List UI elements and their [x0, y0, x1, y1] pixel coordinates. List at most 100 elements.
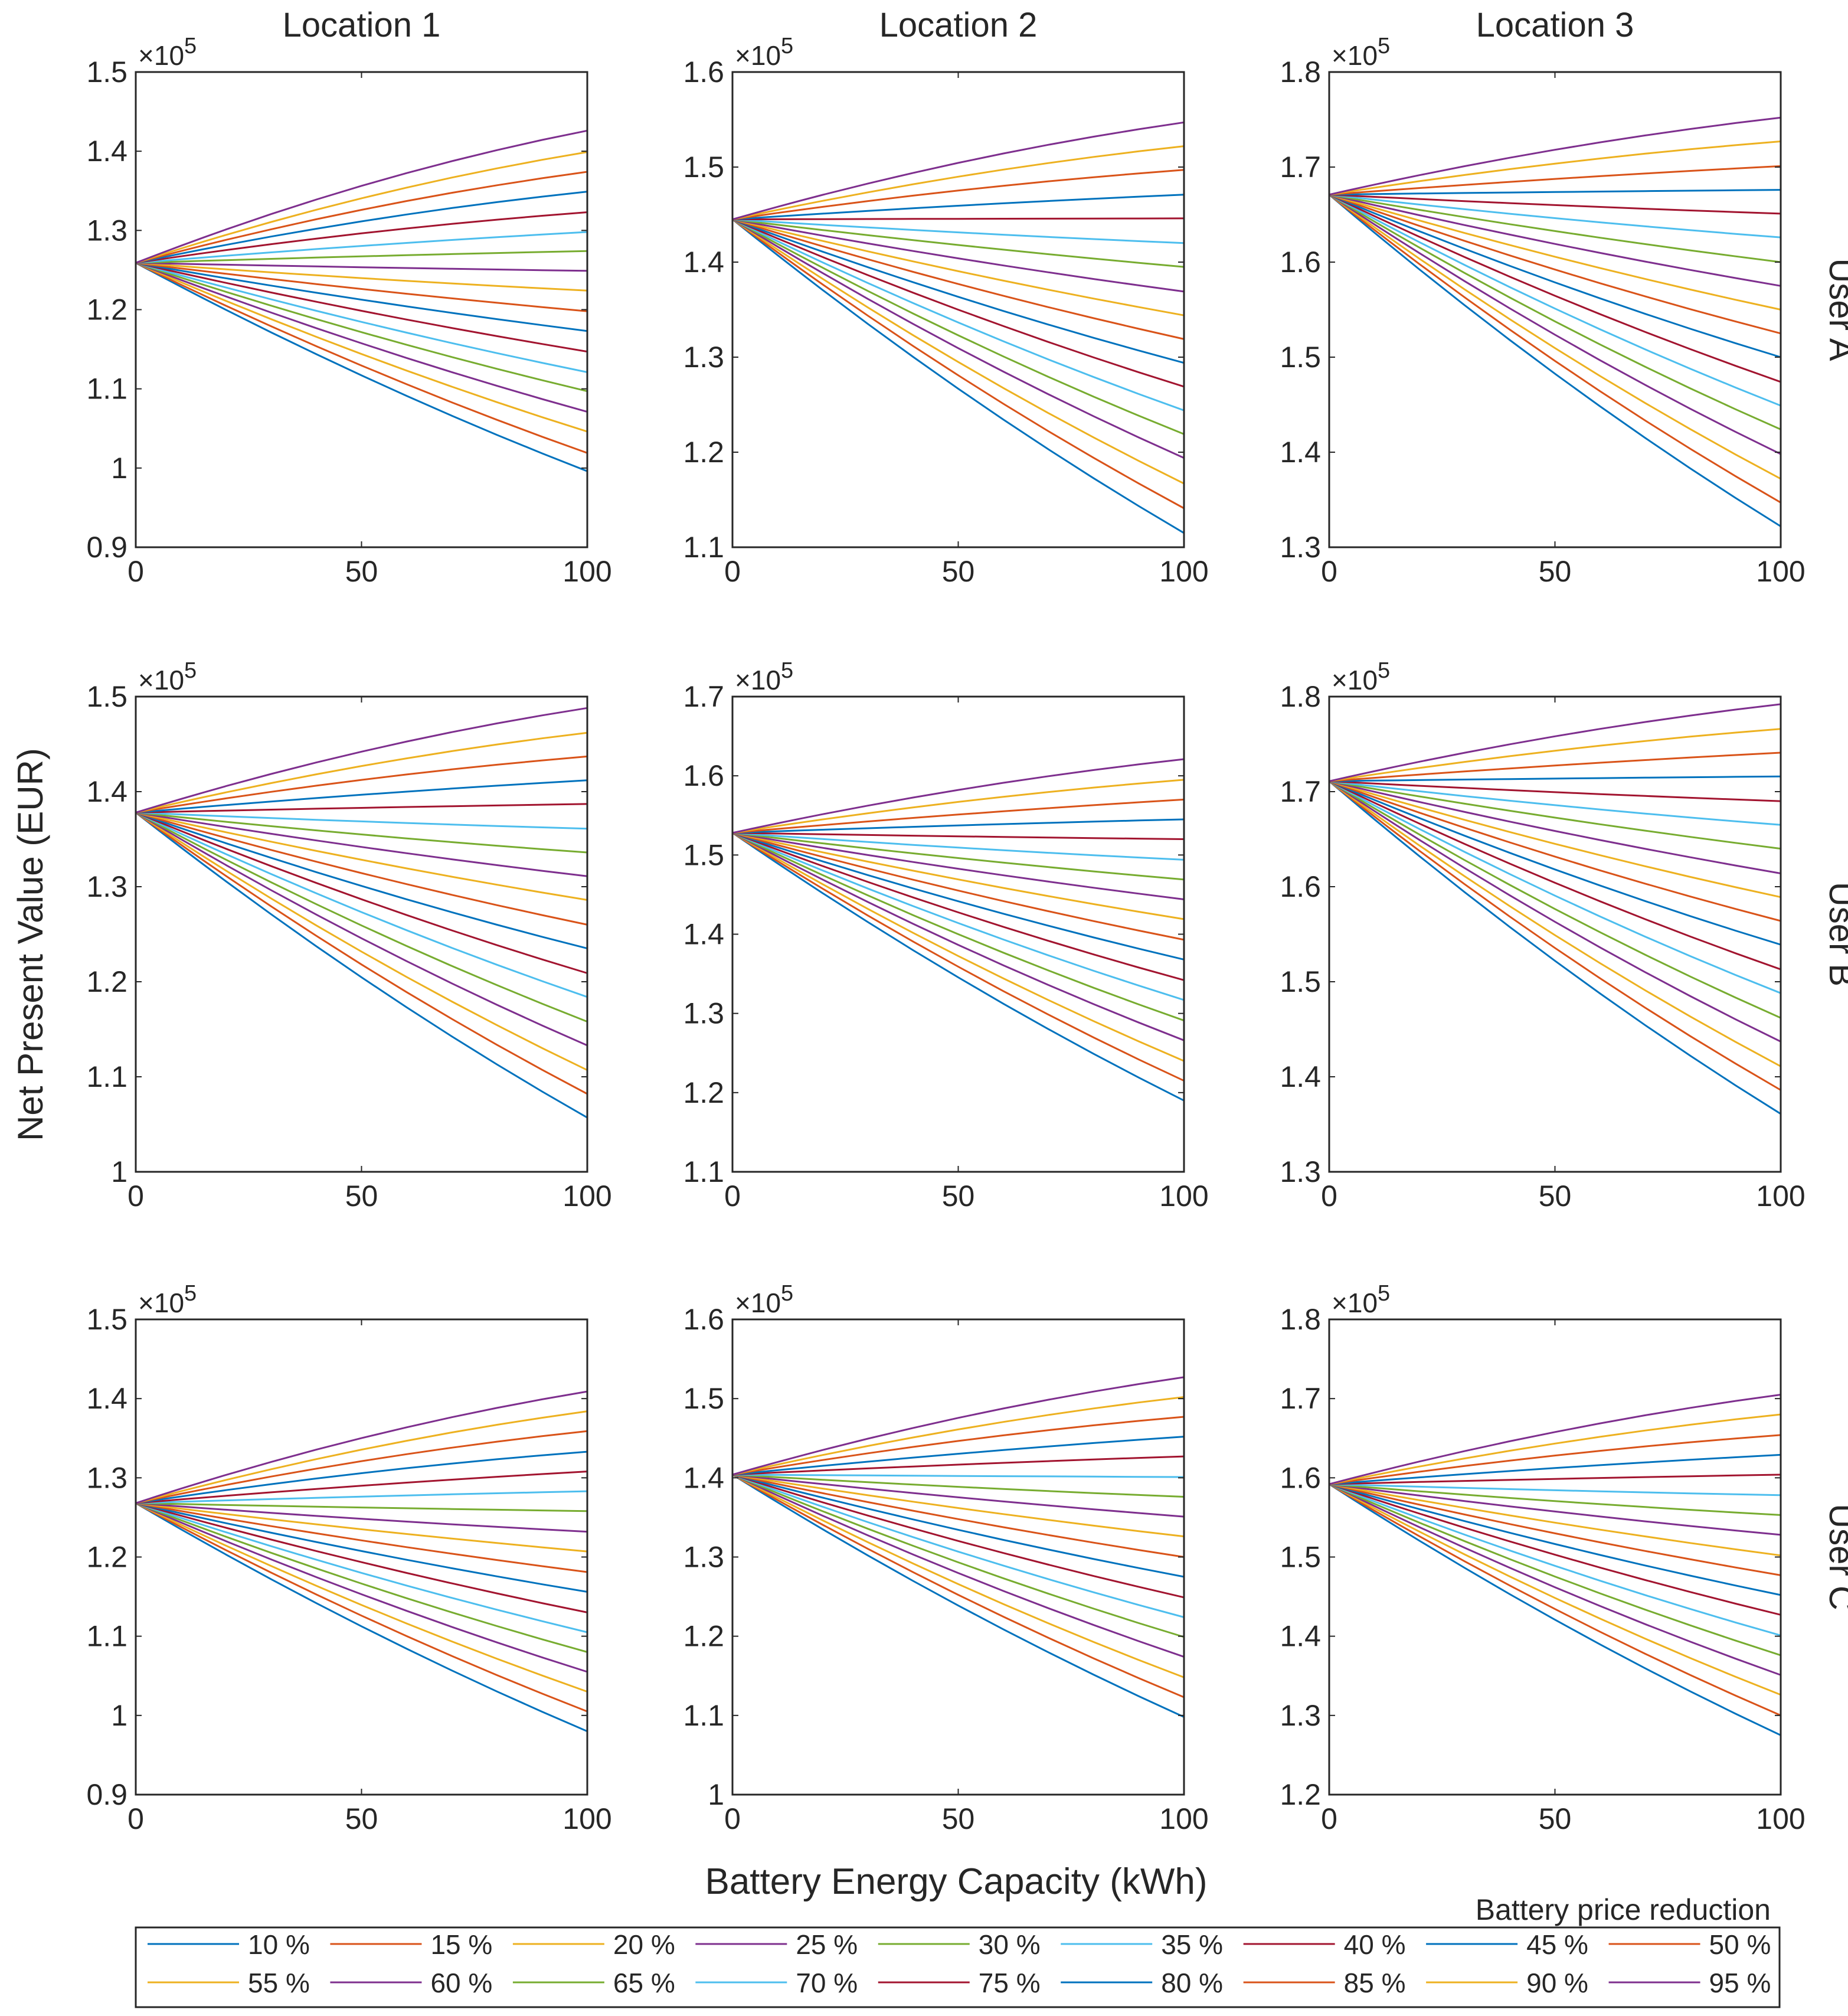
y-tick-label: 1.6: [1280, 246, 1321, 279]
exponent-power: 5: [781, 658, 793, 683]
series-line-70pct: [135, 231, 588, 264]
panel-2-1: 0 50 100 1 1.1 1.2 1.3 1.4 1.5 ×105: [86, 658, 611, 1213]
y-tick-label: 1.4: [86, 775, 127, 808]
exponent-label: ×105: [138, 1281, 197, 1318]
y-tick-label: 1.4: [683, 246, 724, 279]
series-line-85pct: [135, 171, 588, 264]
legend-entry: 40 %: [1243, 1929, 1406, 1960]
series-line-60pct: [135, 262, 588, 272]
series-line-95pct: [135, 129, 588, 264]
series-line-70pct: [135, 1490, 588, 1504]
exponent-base: ×10: [735, 1288, 781, 1318]
series-line-60pct: [1329, 194, 1781, 287]
x-tick-label: 100: [562, 1802, 611, 1835]
series-line-55pct: [732, 218, 1185, 316]
series-line-75pct: [135, 1471, 588, 1504]
y-tick-label: 1.3: [683, 341, 724, 374]
plot-area: [1329, 1319, 1781, 1795]
panel-1-3: 0 50 100 1.3 1.4 1.5 1.6 1.7 1.8 ×105: [1280, 34, 1805, 588]
series-line-95pct: [135, 707, 588, 813]
y-tick-label: 1.5: [1280, 341, 1321, 374]
series-line-55pct: [1329, 1483, 1781, 1557]
series-line-60pct: [1329, 1483, 1781, 1536]
series-line-40pct: [1329, 1483, 1781, 1616]
legend-label: 70 %: [796, 1968, 858, 1998]
series-line-90pct: [732, 145, 1185, 221]
x-tick-label: 100: [1756, 1179, 1805, 1213]
y-tick-label: 1.7: [1280, 775, 1321, 808]
y-tick-label: 1.5: [86, 55, 127, 89]
y-tick-label: 1.1: [86, 373, 127, 406]
series-line-65pct: [135, 811, 588, 854]
series-line-55pct: [732, 1473, 1185, 1538]
series-line-65pct: [732, 1473, 1185, 1498]
x-tick-label: 50: [942, 1802, 975, 1835]
y-tick-label: 1.5: [86, 680, 127, 713]
series-line-50pct: [732, 832, 1185, 941]
y-tick-label: 1.4: [1280, 1060, 1321, 1093]
series-line-70pct: [732, 1473, 1185, 1478]
series-line-60pct: [135, 1502, 588, 1533]
series-line-70pct: [732, 832, 1185, 861]
series-line-55pct: [1329, 780, 1781, 898]
series-line-15pct: [732, 832, 1185, 1082]
y-tick-label: 1.4: [1280, 436, 1321, 469]
series-line-20pct: [732, 218, 1185, 485]
x-tick-label: 50: [345, 555, 378, 588]
series-line-30pct: [732, 1473, 1185, 1638]
x-tick-label: 50: [345, 1179, 378, 1213]
series-line-10pct: [1329, 780, 1781, 1115]
x-tick-label: 100: [1159, 1802, 1208, 1835]
x-tick-label: 0: [127, 1179, 144, 1213]
series-line-80pct: [732, 818, 1185, 834]
series-line-45pct: [1329, 194, 1781, 358]
exponent-base: ×10: [735, 665, 781, 695]
series-line-30pct: [1329, 1483, 1781, 1656]
series-line-10pct: [135, 1502, 588, 1733]
row-title: User B: [1822, 882, 1848, 986]
y-tick-label: 1.4: [86, 135, 127, 168]
series-line-25pct: [732, 1473, 1185, 1658]
series-line-30pct: [732, 218, 1185, 435]
y-tick-label: 1.1: [86, 1060, 127, 1093]
series-line-25pct: [135, 1502, 588, 1673]
series-group: [732, 121, 1185, 534]
panel-3-1: 0 50 100 0.9 1 1.1 1.2 1.3 1.4 1.5 ×105: [86, 1281, 611, 1835]
y-tick-label: 1.3: [683, 1541, 724, 1574]
series-line-65pct: [732, 832, 1185, 881]
exponent-label: ×105: [1332, 1281, 1390, 1318]
legend-box: [135, 1926, 1781, 2008]
x-tick-label: 50: [942, 1179, 975, 1213]
series-line-95pct: [732, 758, 1185, 834]
exponent-label: ×105: [735, 34, 793, 71]
series-line-75pct: [732, 217, 1185, 221]
series-line-35pct: [732, 218, 1185, 411]
exponent-power: 5: [184, 34, 197, 58]
series-line-70pct: [1329, 780, 1781, 826]
series-line-60pct: [135, 811, 588, 877]
y-tick-label: 1.7: [1280, 151, 1321, 184]
y-tick-label: 1.2: [683, 1076, 724, 1109]
series-line-35pct: [1329, 1483, 1781, 1636]
y-tick-label: 1.3: [1280, 1155, 1321, 1188]
series-line-30pct: [135, 812, 588, 1022]
series-group: [1329, 1394, 1781, 1736]
series-line-10pct: [732, 218, 1185, 534]
x-axis-label: Battery Energy Capacity (kWh): [705, 1861, 1207, 1902]
legend-entry: 50 %: [1608, 1929, 1771, 1960]
series-line-45pct: [732, 218, 1185, 364]
series-line-35pct: [732, 832, 1185, 1001]
y-tick-label: 1.3: [86, 214, 127, 247]
series-group: [1329, 116, 1781, 527]
panel-2-2: 0 50 100 1.1 1.2 1.3 1.4 1.5 1.6 1.7 ×105: [683, 658, 1208, 1213]
y-tick-label: 1.6: [1280, 1461, 1321, 1494]
y-tick-label: 1.4: [683, 918, 724, 951]
series-line-45pct: [732, 832, 1185, 960]
series-line-80pct: [732, 1436, 1185, 1476]
y-tick-label: 1.2: [86, 965, 127, 998]
x-tick-label: 0: [724, 555, 741, 588]
series-line-10pct: [135, 812, 588, 1119]
exponent-label: ×105: [138, 34, 197, 71]
y-tick-label: 1.1: [683, 531, 724, 564]
